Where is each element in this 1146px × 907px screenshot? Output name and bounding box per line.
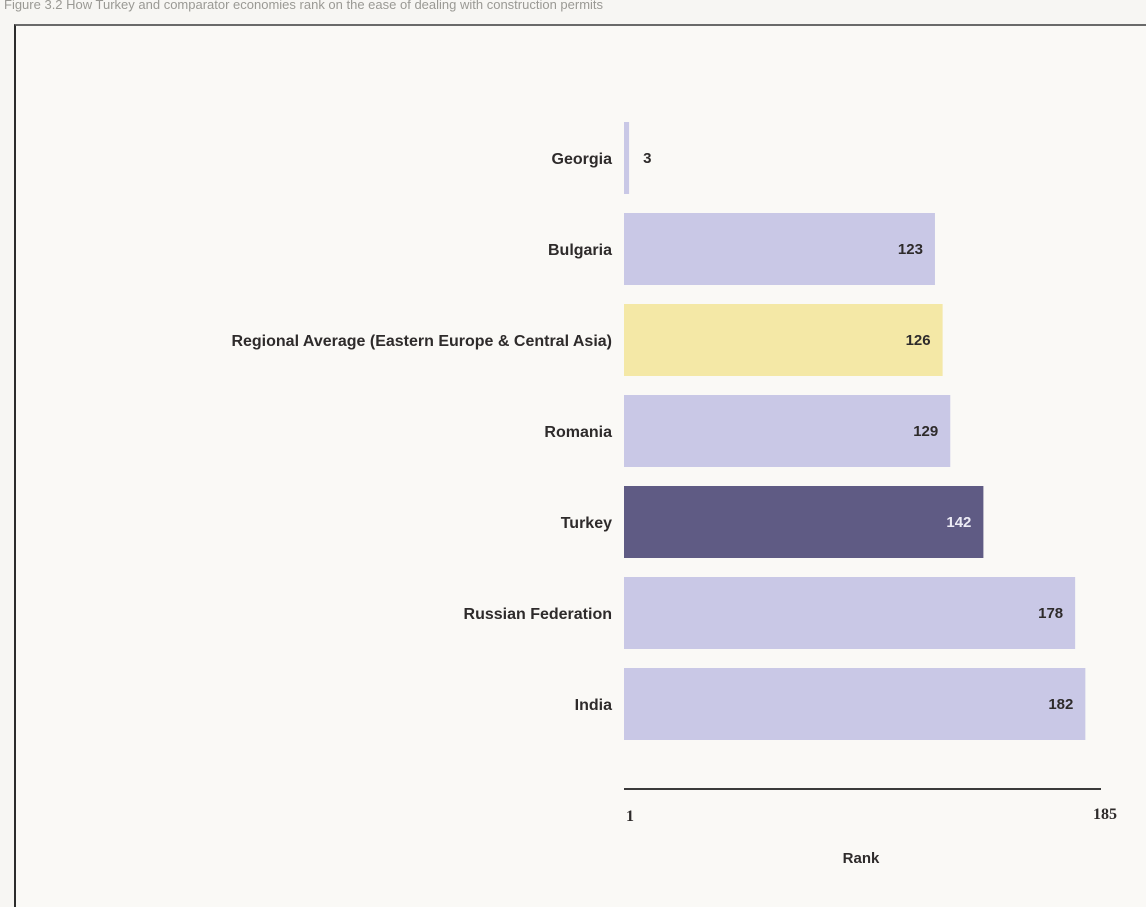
chart-frame: Georgia 3 Bulgaria 123 Regional Average (Eas… (14, 24, 1146, 907)
category-label-india: India (575, 697, 612, 714)
axis-layer: 1 185 Rank (624, 788, 1117, 867)
category-label-bulgaria: Bulgaria (548, 242, 612, 259)
bar-regional-average-eastern-europe-central-asia (624, 304, 943, 376)
value-label-romania: 129 (913, 423, 938, 440)
value-label-bulgaria: 123 (898, 241, 923, 258)
bar-romania (624, 395, 951, 467)
category-label-georgia: Georgia (552, 151, 613, 168)
x-tick-label-max: 185 (1093, 806, 1117, 823)
figure-caption: Figure 3.2 How Turkey and comparator eco… (4, 0, 604, 12)
bar-russian-federation (624, 577, 1076, 649)
x-axis-title: Rank (843, 850, 880, 867)
value-label-russian-federation: 178 (1038, 605, 1063, 622)
category-label-turkey: Turkey (561, 515, 612, 532)
category-label-regional-average-eastern-europe-central-asia: Regional Average (Eastern Europe & Centr… (231, 333, 612, 350)
value-label-turkey: 142 (946, 514, 971, 531)
bars-layer: Georgia 3 Bulgaria 123 Regional Average (Eas… (231, 122, 1086, 740)
bar-bulgaria (624, 213, 935, 285)
category-label-romania: Romania (544, 424, 612, 441)
bar-georgia (624, 122, 630, 194)
x-tick-label-min: 1 (626, 808, 634, 825)
bar-india (624, 668, 1086, 740)
value-label-regional-average-eastern-europe-central-asia: 126 (906, 332, 931, 349)
category-label-russian-federation: Russian Federation (464, 606, 612, 623)
value-label-india: 182 (1048, 696, 1073, 713)
value-label-georgia: 3 (643, 150, 651, 167)
bar-chart: Georgia 3 Bulgaria 123 Regional Average (Eas… (231, 122, 1117, 867)
bar-turkey (624, 486, 984, 558)
